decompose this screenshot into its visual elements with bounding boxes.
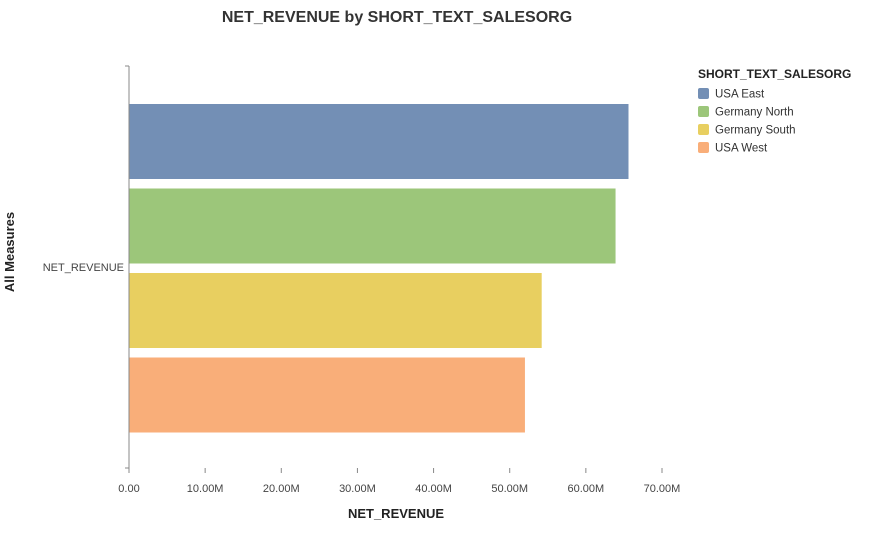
legend-label-germany-south[interactable]: Germany South: [715, 125, 796, 137]
legend-swatch-germany-north[interactable]: [698, 106, 709, 117]
x-tick-label: 70.00M: [644, 483, 681, 495]
bar-germany-south[interactable]: [129, 273, 542, 348]
legend-title: SHORT_TEXT_SALESORG: [698, 67, 851, 81]
legend-swatch-usa-east[interactable]: [698, 88, 709, 99]
bar-group: [129, 104, 629, 433]
bar-germany-north[interactable]: [129, 188, 616, 264]
bar-usa-west[interactable]: [129, 357, 525, 433]
legend-label-usa-east[interactable]: USA East: [715, 89, 765, 101]
x-tick-label: 40.00M: [415, 483, 452, 495]
bar-usa-east[interactable]: [129, 104, 629, 179]
y-axis-title: All Measures: [2, 212, 17, 292]
legend-swatch-germany-south[interactable]: [698, 124, 709, 135]
x-tick-label: 30.00M: [339, 483, 376, 495]
legend-label-germany-north[interactable]: Germany North: [715, 107, 794, 119]
y-category-label: NET_REVENUE: [43, 262, 124, 274]
legend-label-usa-west[interactable]: USA West: [715, 143, 768, 155]
x-axis: 0.00 10.00M 20.00M 30.00M 40.00M 50.00M 60.00M…: [118, 468, 680, 495]
x-tick-label: 0.00: [118, 483, 139, 495]
legend: USA East Germany North Germany South USA We…: [698, 88, 796, 155]
x-tick-label: 20.00M: [263, 483, 300, 495]
y-axis: [125, 65, 130, 469]
x-tick-label: 10.00M: [187, 483, 224, 495]
x-tick-label: 50.00M: [491, 483, 528, 495]
x-axis-title: NET_REVENUE: [348, 506, 444, 521]
chart-title: NET_REVENUE by SHORT_TEXT_SALESORG: [222, 9, 572, 26]
x-tick-label: 60.00M: [568, 483, 605, 495]
legend-swatch-usa-west[interactable]: [698, 142, 709, 153]
